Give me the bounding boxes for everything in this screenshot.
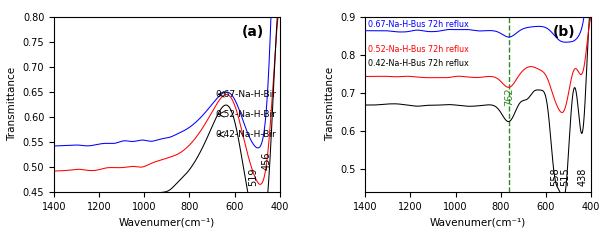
Text: 438: 438 — [577, 168, 587, 186]
Text: 0.42-Na-H-Bus 72h reflux: 0.42-Na-H-Bus 72h reflux — [368, 59, 469, 68]
Text: (b): (b) — [553, 25, 575, 39]
X-axis label: Wavenumer(cm⁻¹): Wavenumer(cm⁻¹) — [119, 217, 215, 227]
Text: 519: 519 — [248, 168, 258, 186]
Text: 0.67-Na-H-Bir: 0.67-Na-H-Bir — [215, 90, 277, 99]
Text: 0.52-Na-H-Bus 72h reflux: 0.52-Na-H-Bus 72h reflux — [368, 45, 469, 54]
Y-axis label: Transmittance: Transmittance — [325, 67, 335, 141]
X-axis label: Wavenumer(cm⁻¹): Wavenumer(cm⁻¹) — [430, 217, 526, 227]
Text: 0.52-Na-H-Bir: 0.52-Na-H-Bir — [215, 110, 276, 119]
Y-axis label: Transmittance: Transmittance — [7, 67, 17, 141]
Text: (a): (a) — [241, 25, 263, 39]
Text: 515: 515 — [560, 168, 570, 186]
Text: 456: 456 — [262, 151, 272, 170]
Text: 558: 558 — [550, 168, 560, 186]
Text: 0.67-Na-H-Bus 72h reflux: 0.67-Na-H-Bus 72h reflux — [368, 20, 469, 29]
Text: 0.42-Na-H-Bir: 0.42-Na-H-Bir — [215, 130, 276, 139]
Text: 762: 762 — [505, 87, 514, 106]
